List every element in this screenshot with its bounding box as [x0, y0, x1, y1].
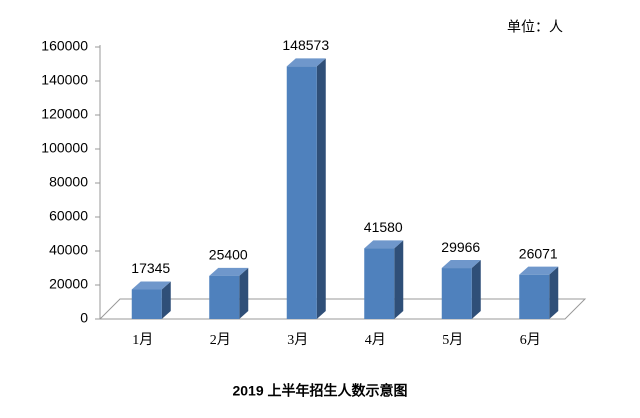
y-tick-label: 120000 [41, 106, 88, 122]
bar [441, 268, 472, 319]
x-tick-label: 6月 [520, 332, 541, 348]
y-tick-label: 40000 [49, 242, 88, 258]
bar [364, 248, 395, 319]
bar [131, 289, 162, 319]
bar [209, 275, 240, 319]
y-tick-label: 140000 [41, 72, 88, 88]
y-tick-label: 80000 [49, 174, 88, 190]
value-label: 25400 [209, 247, 248, 263]
bar-side [394, 240, 404, 319]
x-tick-label: 1月 [132, 332, 153, 348]
bar-side [549, 266, 559, 319]
value-label: 17345 [131, 260, 170, 276]
chart-title: 2019 上半年招生人数示意图 [232, 383, 407, 399]
bar-side [471, 260, 481, 319]
y-tick-label: 60000 [49, 208, 88, 224]
bar [286, 66, 317, 319]
value-label: 29966 [441, 239, 480, 255]
bar-top [209, 267, 249, 276]
y-tick-label: 0 [80, 310, 88, 326]
bar-side [161, 281, 171, 319]
bar-side [239, 267, 249, 319]
bar-side [316, 58, 326, 319]
y-tick-label: 160000 [41, 38, 88, 54]
bar-top [519, 266, 559, 275]
x-tick-label: 3月 [287, 332, 308, 348]
value-label: 26071 [519, 245, 558, 261]
unit-label: 单位：人 [507, 19, 563, 35]
y-tick-label: 20000 [49, 276, 88, 292]
x-tick-label: 5月 [442, 332, 463, 348]
bar-top [131, 281, 171, 290]
bar-top [286, 58, 326, 67]
x-tick-label: 4月 [365, 332, 386, 348]
value-label: 148573 [282, 37, 329, 53]
floor [98, 298, 587, 320]
value-label: 41580 [364, 219, 403, 235]
bar-top [441, 260, 481, 269]
y-tick-label: 100000 [41, 140, 88, 156]
bar-top [364, 240, 404, 249]
bar [519, 274, 550, 319]
x-tick-label: 2月 [210, 332, 231, 348]
